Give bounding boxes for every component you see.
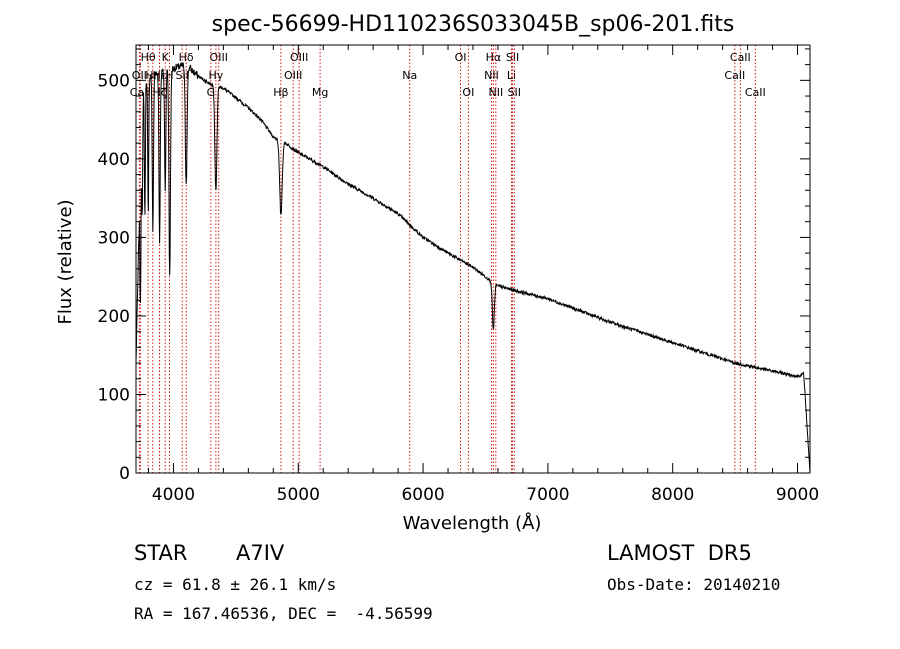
- line-marker-label-8: CaII: [730, 51, 751, 64]
- x-tick-label-2: 6000: [401, 485, 444, 505]
- line-marker-label-2: Hδ: [179, 51, 194, 64]
- spectrum: [135, 62, 811, 474]
- y-axis-label: Flux (relative): [55, 199, 76, 324]
- redshift-value: cz = 61.8 ± 26.1 km/s: [134, 575, 337, 594]
- x-tick-label-4: 8000: [651, 485, 694, 505]
- axes: 4000 5000 6000 7000 8000 9000 0 100 200 300 400 500: [98, 45, 819, 505]
- line-marker-label-25: OI: [462, 86, 474, 99]
- line-marker-label-0: Hθ: [141, 51, 156, 64]
- coordinates: RA = 167.46536, DEC = -4.56599: [134, 604, 433, 623]
- y-tick-label-3: 300: [98, 228, 130, 248]
- line-marker-label-16: Na: [402, 69, 417, 82]
- spectrum-line: [135, 62, 811, 474]
- line-marker-label-22: G: [207, 86, 216, 99]
- line-marker-label-13: SII: [175, 69, 188, 82]
- x-tick-label-5: 9000: [776, 485, 819, 505]
- line-marker-label-23: Hβ: [273, 86, 288, 99]
- line-marker-label-3: OIII: [210, 51, 228, 64]
- line-marker-label-5: OI: [455, 51, 467, 64]
- line-marker-label-26: NII: [488, 86, 503, 99]
- line-marker-label-6: Hα: [486, 51, 502, 64]
- line-marker-label-19: CaII: [724, 69, 745, 82]
- line-marker-label-24: Mg: [312, 86, 328, 99]
- object-class: STAR: [134, 541, 188, 565]
- y-tick-label-4: 400: [98, 150, 130, 170]
- survey-name: LAMOST DR5: [607, 541, 752, 565]
- x-tick-label-3: 7000: [526, 485, 569, 505]
- line-marker-label-14: Hγ: [208, 69, 223, 82]
- line-marker-label-18: Li: [507, 69, 516, 82]
- line-marker-label-12: H: [165, 69, 173, 82]
- line-marker-label-27: SII: [508, 86, 521, 99]
- obs-date: Obs-Date: 20140210: [607, 575, 781, 594]
- line-marker-label-21: Hζ: [152, 86, 166, 99]
- y-tick-label-1: 100: [98, 385, 130, 405]
- y-tick-label-2: 200: [98, 307, 130, 327]
- plot-frame: [135, 44, 811, 474]
- y-tick-label-5: 500: [98, 71, 130, 91]
- x-axis-label: Wavelength (Å): [403, 512, 542, 534]
- line-marker-label-28: CaII: [745, 86, 766, 99]
- x-tick-label-1: 5000: [277, 485, 320, 505]
- line-marker-label-4: OIII: [290, 51, 308, 64]
- line-marker-label-15: OIII: [284, 69, 302, 82]
- line-marker-label-17: NII: [484, 69, 499, 82]
- chart-title: spec-56699-HD110236S033045B_sp06-201.fit…: [212, 12, 735, 37]
- line-marker-label-1: K: [162, 51, 170, 64]
- line-marker-label-7: SII: [506, 51, 519, 64]
- subclass: A7IV: [236, 541, 285, 565]
- y-tick-label-0: 0: [119, 464, 130, 484]
- x-tick-label-0: 4000: [152, 485, 195, 505]
